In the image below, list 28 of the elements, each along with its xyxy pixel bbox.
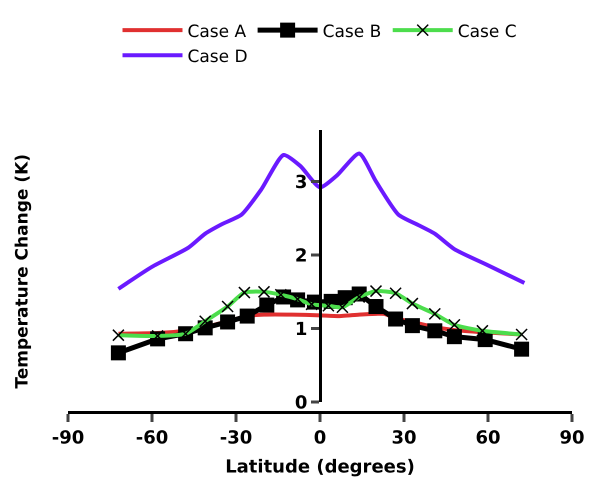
y-axis-title: Temperature Change (K) [12,154,33,389]
y-tick-label: 1 [294,318,308,340]
x-tick-label: 90 [559,428,585,449]
x-axis-title: Latitude (degrees) [225,456,415,478]
point [259,298,274,313]
line-series [116,152,526,291]
y-tick-label: 0 [294,392,308,414]
legend-label: Case D [188,46,248,67]
x-tick-label: -90 [52,428,84,449]
legend-label: Case A [188,22,247,42]
legend-label: Case C [458,22,517,42]
point [446,329,462,344]
point [427,323,442,338]
x-tick-label: -30 [220,428,252,449]
point [110,345,126,360]
point [388,312,404,327]
point [220,314,236,330]
legend-label: Case B [322,22,382,42]
x-tick-label: 60 [475,428,501,449]
point [404,318,420,334]
x-tick-label: 0 [314,428,326,449]
x-tick-label: 30 [391,428,417,449]
y-tick-label: 2 [294,245,308,266]
point [514,342,530,357]
point [368,299,384,314]
point [240,308,255,324]
x-tick-label: -60 [136,428,168,449]
y-tick-label: 3 [294,172,308,193]
